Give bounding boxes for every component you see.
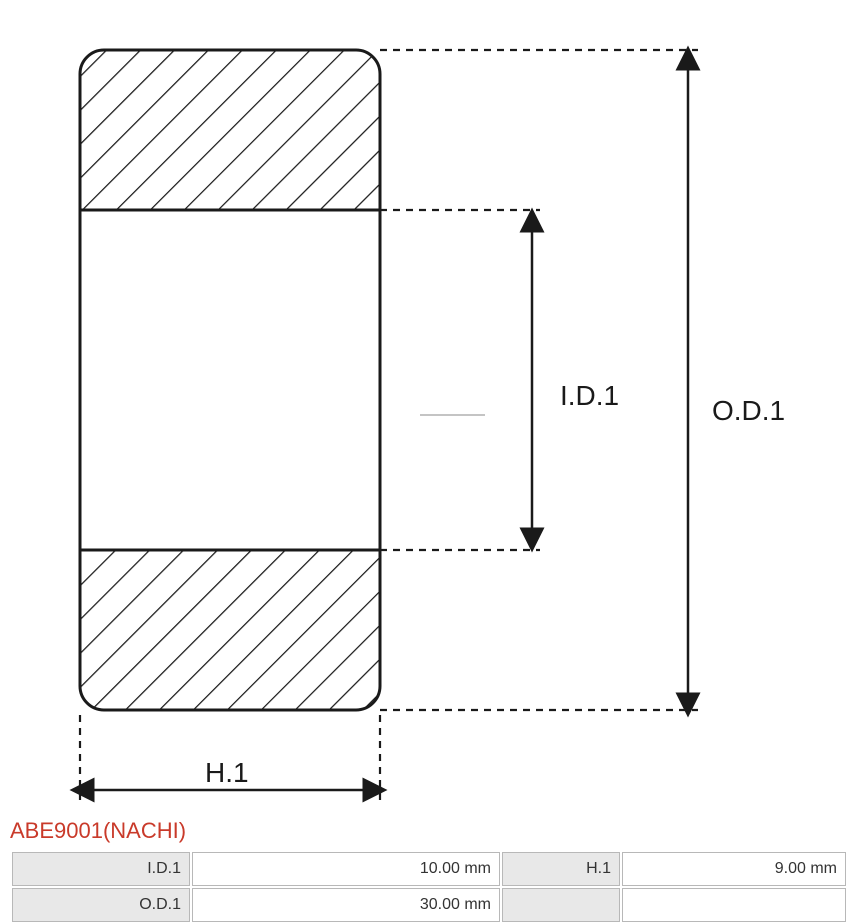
cell-label: I.D.1: [12, 852, 190, 886]
cell-value: 30.00 mm: [192, 888, 500, 922]
part-title: ABE9001(NACHI): [0, 810, 848, 850]
cell-value: 10.00 mm: [192, 852, 500, 886]
bearing-diagram: I.D.1 O.D.1 H.1: [0, 0, 848, 810]
cell-value: [622, 888, 846, 922]
cell-label: H.1: [502, 852, 620, 886]
svg-text:I.D.1: I.D.1: [560, 380, 619, 411]
spec-table: I.D.1 10.00 mm H.1 9.00 mm O.D.1 30.00 m…: [10, 850, 848, 924]
cell-label: O.D.1: [12, 888, 190, 922]
cell-value: 9.00 mm: [622, 852, 846, 886]
cell-label: [502, 888, 620, 922]
table-row: O.D.1 30.00 mm: [12, 888, 846, 922]
svg-text:H.1: H.1: [205, 757, 249, 788]
svg-text:O.D.1: O.D.1: [712, 395, 785, 426]
table-row: I.D.1 10.00 mm H.1 9.00 mm: [12, 852, 846, 886]
